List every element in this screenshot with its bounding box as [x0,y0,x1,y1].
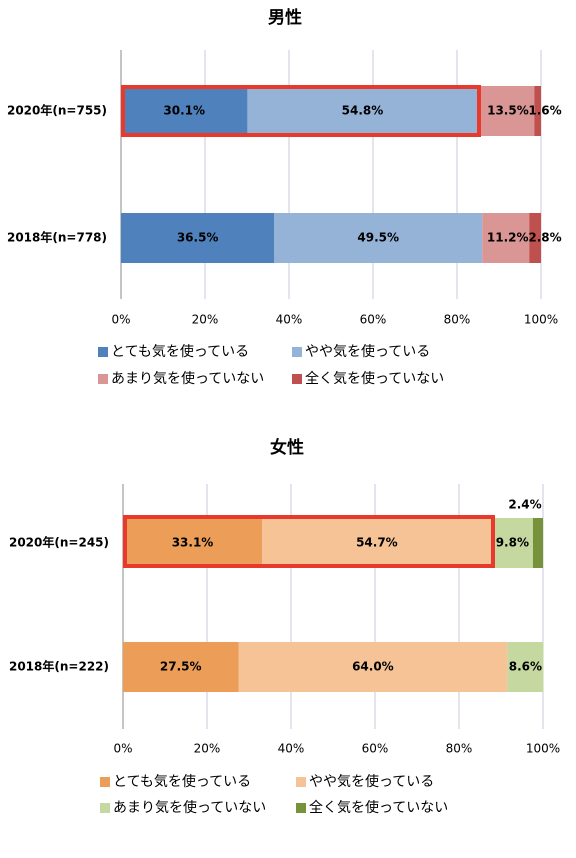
bar-segment [274,213,483,263]
bar-segment [532,518,543,568]
chart-title: 男性 [268,7,302,28]
data-label: 8.6% [509,660,542,674]
data-label: 27.5% [160,660,202,674]
data-label: 11.2% [487,231,529,245]
bar-segment [507,642,544,692]
x-tick-label: 80% [446,742,473,756]
category-label: 2018年(n=222) [9,659,109,674]
legend-swatch [98,347,108,357]
bar-segment [477,86,535,136]
bar-segment [238,642,508,692]
x-tick-label: 0% [111,313,130,327]
highlight-box [121,85,481,137]
bar-segment [529,213,541,263]
x-tick-label: 100% [524,313,558,327]
data-label: 49.5% [357,231,399,245]
legend-label: とても気を使っている [111,343,249,360]
bar-segment [121,213,275,263]
data-label: 30.1% [163,104,205,118]
data-label: 36.5% [177,231,219,245]
x-tick-label: 0% [113,742,132,756]
data-label: 9.8% [496,536,529,550]
bar-segment [123,518,263,568]
highlight-box [123,515,495,568]
x-tick-label: 60% [360,313,387,327]
bar-segment [247,86,478,136]
chart-title: 女性 [270,437,304,458]
legend-label: やや気を使っている [305,343,430,360]
x-tick-label: 40% [276,313,303,327]
bar-segment [123,642,239,692]
bar-segment [491,518,533,568]
data-label: 13.5% [487,104,529,118]
data-label: 64.0% [352,660,394,674]
x-tick-label: 100% [526,742,560,756]
data-label: 2.4% [508,498,541,512]
x-tick-label: 20% [192,313,219,327]
bar-segment [121,86,248,136]
data-label: 33.1% [172,536,214,550]
bar-segment [482,213,530,263]
data-label: 54.8% [342,104,384,118]
legend-swatch [100,777,110,787]
legend-swatch [100,803,110,813]
legend-label: 全く気を使っていない [309,799,448,816]
x-tick-label: 40% [278,742,305,756]
legend-label: とても気を使っている [113,773,251,790]
legend-label: やや気を使っている [309,773,434,790]
legend-swatch [292,374,302,384]
data-label: 54.7% [356,536,398,550]
legend-label: 全く気を使っていない [305,370,444,387]
legend-swatch [296,803,306,813]
category-label: 2020年(n=755) [7,103,107,118]
category-label: 2020年(n=245) [9,535,109,550]
legend-label: あまり気を使っていない [113,799,266,816]
category-label: 2018年(n=778) [7,230,107,245]
legend-label: あまり気を使っていない [111,370,264,387]
x-tick-label: 20% [194,742,221,756]
data-label: 2.8% [528,231,561,245]
data-label: 1.6% [528,104,561,118]
bar-segment [534,86,541,136]
bar-segment [262,518,492,568]
legend-swatch [292,347,302,357]
x-tick-label: 60% [362,742,389,756]
x-tick-label: 80% [444,313,471,327]
legend-swatch [98,374,108,384]
legend-swatch [296,777,306,787]
